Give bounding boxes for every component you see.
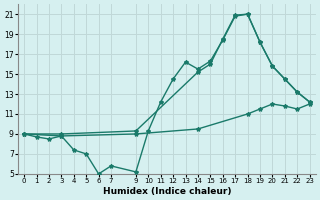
X-axis label: Humidex (Indice chaleur): Humidex (Indice chaleur) [103, 187, 231, 196]
